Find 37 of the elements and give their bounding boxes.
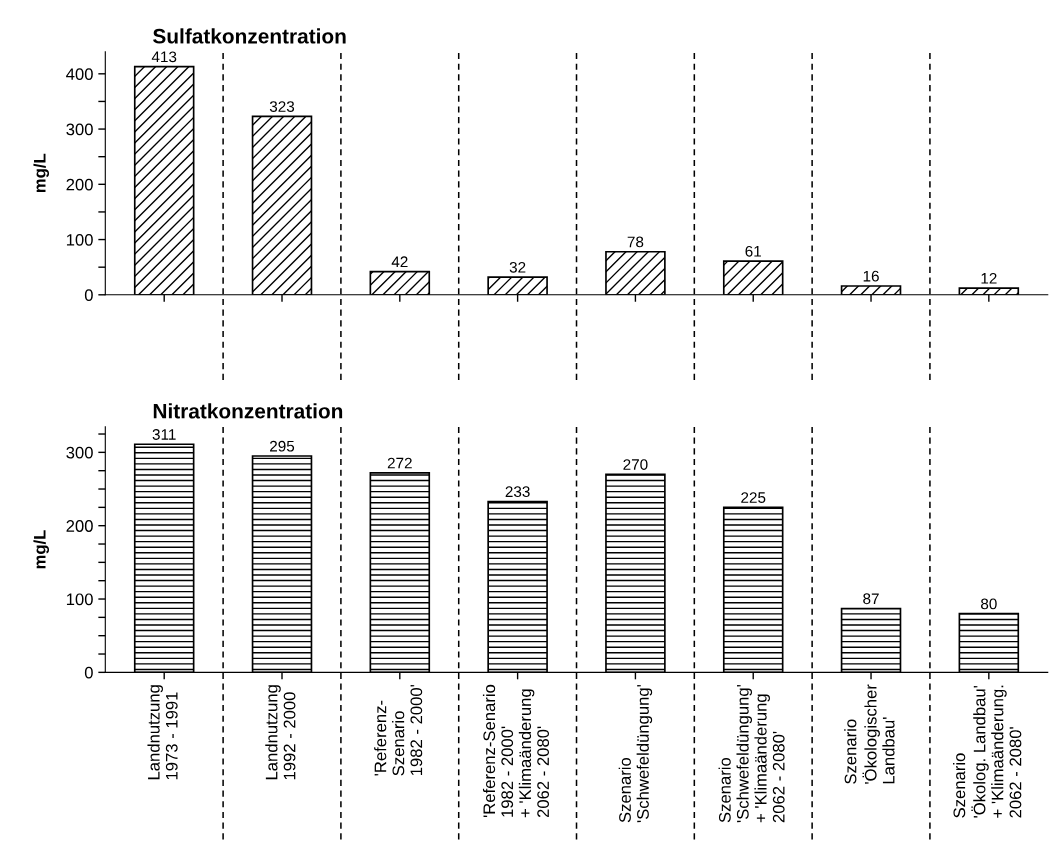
data-label: 225 bbox=[741, 492, 766, 503]
data-label: 32 bbox=[509, 261, 526, 273]
chart-title: Nitratkonzentration bbox=[153, 403, 343, 419]
data-label: 80 bbox=[981, 598, 997, 610]
data-label: 311 bbox=[152, 429, 176, 440]
y-tick-label: 400 bbox=[66, 68, 93, 81]
y-tick-label: 100 bbox=[66, 593, 93, 606]
y-tick-label: 100 bbox=[66, 233, 93, 246]
data-label: 270 bbox=[623, 459, 648, 470]
x-tick-label: 'Referenz- Szenario 1982 - 2000' bbox=[374, 684, 423, 776]
data-label: 16 bbox=[863, 270, 879, 282]
x-tick-label: Landnutzung 1973 - 1991 bbox=[147, 685, 178, 780]
y-tick-label: 300 bbox=[66, 446, 93, 459]
chart-title: Sulfatkonzentration bbox=[153, 28, 346, 44]
data-label: 272 bbox=[387, 457, 412, 469]
y-axis-title: mg/L bbox=[33, 530, 50, 569]
data-label: 413 bbox=[151, 51, 177, 63]
y-tick-label: 0 bbox=[84, 666, 93, 679]
data-label: 61 bbox=[745, 245, 761, 257]
y-tick-label: 300 bbox=[66, 123, 93, 136]
x-tick-label: Landnutzung 1992 - 2000 bbox=[265, 685, 296, 780]
data-label: 87 bbox=[863, 593, 879, 605]
x-tick-label: 'Referenz-Senario 1982 - 2000' + 'Klimaänderung 2062 - 2080' bbox=[482, 684, 550, 818]
x-tick-label: Szenario 'Schwefeldüngung' bbox=[618, 685, 653, 823]
x-tick-label: Szenario 'Ökologischer Landbau' bbox=[844, 684, 895, 784]
x-tick-label: Szenario 'Ökolog. Landbau' + 'Klimaänderung. 2062 - 2080' bbox=[953, 685, 1022, 818]
data-label: 233 bbox=[505, 486, 530, 498]
data-label: 12 bbox=[981, 272, 997, 284]
data-label: 78 bbox=[627, 236, 644, 248]
data-label: 42 bbox=[391, 256, 408, 268]
y-axis-title: mg/L bbox=[33, 153, 50, 193]
y-tick-label: 200 bbox=[66, 520, 93, 532]
data-label: 323 bbox=[269, 101, 295, 112]
y-tick-label: 0 bbox=[84, 289, 93, 302]
x-tick-label: Szenario 'Schwefeldüngung' + 'Klimaänderung 2062 - 2080' bbox=[718, 685, 785, 823]
data-label: 295 bbox=[270, 440, 295, 452]
y-tick-label: 200 bbox=[66, 178, 93, 191]
